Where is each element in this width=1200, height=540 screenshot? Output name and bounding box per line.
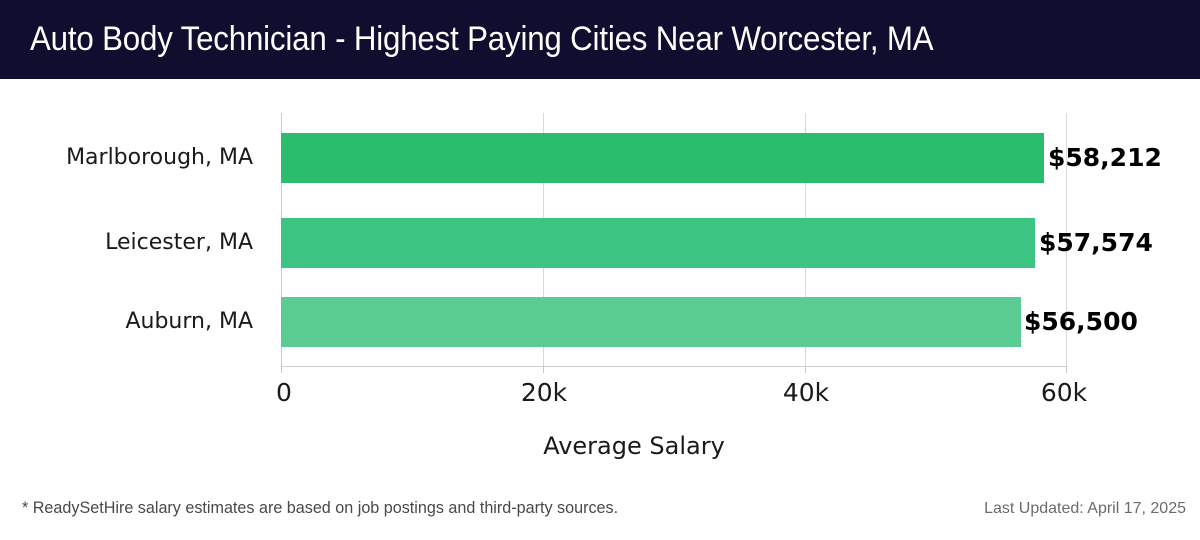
x-axis-title-wrap: Average Salary	[0, 432, 1200, 460]
x-axis-line	[281, 366, 1067, 367]
x-axis-tick-label: 60k	[1040, 378, 1088, 407]
bar-value-label: $58,212	[1048, 143, 1162, 172]
x-axis-title: Average Salary	[543, 432, 725, 460]
x-axis-tick	[805, 366, 806, 373]
bar-leicester[interactable]	[281, 218, 1036, 268]
bar-value-label: $56,500	[1024, 307, 1138, 336]
bar-marlborough[interactable]	[281, 133, 1044, 183]
footer-disclaimer: * ReadySetHire salary estimates are base…	[22, 498, 619, 517]
x-axis-tick	[543, 366, 544, 373]
footer-last-updated: Last Updated: April 17, 2025	[984, 500, 1186, 517]
gridline-60k	[1066, 113, 1067, 366]
plot-area	[281, 113, 1067, 366]
x-axis-tick-label: 20k	[520, 378, 568, 407]
x-axis-tick	[281, 366, 282, 373]
y-axis-tick-label: Leicester, MA	[105, 230, 253, 255]
bar-value-label: $57,574	[1039, 228, 1153, 257]
y-axis-category-labels: Marlborough, MA Leicester, MA Auburn, MA	[0, 113, 267, 366]
x-axis-tick-label: 0	[276, 378, 292, 407]
y-axis-tick-label: Marlborough, MA	[66, 145, 253, 170]
chart-title-bar: Auto Body Technician - Highest Paying Ci…	[0, 0, 1200, 79]
y-axis-tick-label: Auburn, MA	[125, 309, 253, 334]
x-axis-tick	[1066, 366, 1067, 373]
bar-auburn[interactable]	[281, 297, 1022, 347]
x-axis-tick-label: 40k	[782, 378, 830, 407]
page-title: Auto Body Technician - Highest Paying Ci…	[30, 20, 934, 58]
